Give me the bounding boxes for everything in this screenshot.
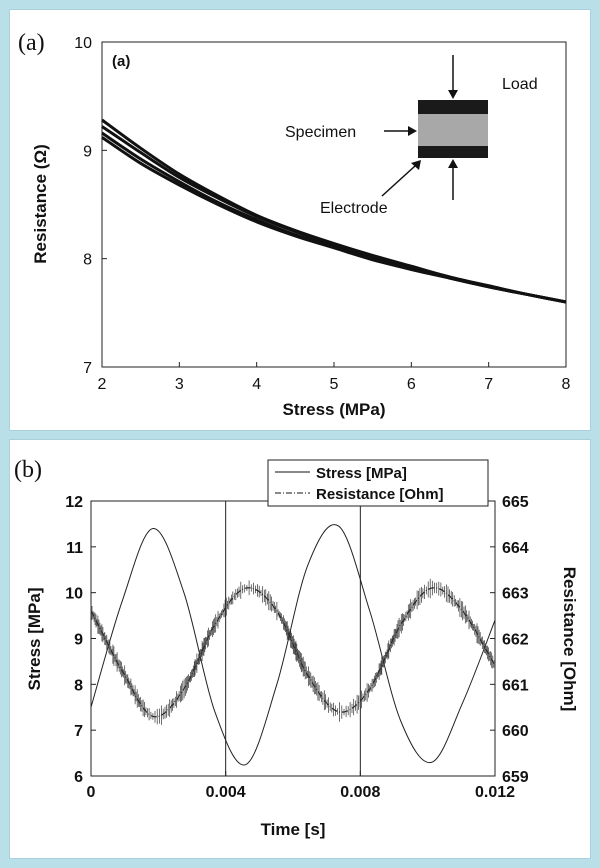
resistance-curve-3 [101, 131, 567, 304]
inset-label-load: Load [502, 76, 538, 93]
inset-label-electrode: Electrode [320, 200, 388, 217]
y2-tick-label-b: 660 [502, 723, 529, 740]
electrode-arrowhead [411, 160, 421, 170]
bottom-electrode [418, 146, 488, 158]
inset-diagram: Load Specimen Electrode [285, 55, 538, 217]
y2-tick-label-b: 665 [502, 494, 529, 511]
electrode-arrow [381, 165, 416, 197]
legend-label-stress: Stress [MPa] [316, 465, 407, 482]
chart-b: (b) 0 0.004 0.008 0.012 6 7 8 9 10 11 12 659 660 661 6… [14, 457, 579, 839]
x-tick-label-a: 5 [330, 376, 339, 393]
x-tick-label-a: 7 [484, 376, 493, 393]
y2-tick-label-b: 663 [502, 586, 529, 603]
panel-label-a: (a) [18, 30, 45, 56]
panel-label-b: (b) [14, 457, 42, 483]
top-electrode [418, 100, 488, 114]
x-tick-label-a: 8 [562, 376, 571, 393]
resistance-curve-4 [101, 136, 567, 304]
panel-a: (a) 2 3 4 5 6 7 8 7 8 9 10 (a) Load Specimen Elect… [10, 10, 590, 430]
stress-line [90, 524, 496, 766]
load-arrowhead-top [448, 90, 458, 99]
y-tick-label-a: 10 [74, 35, 92, 52]
x-tick-label-b: 0.004 [206, 784, 246, 801]
y-axis-label-a: Resistance (Ω) [31, 144, 50, 263]
x-tick-label-a: 4 [252, 376, 261, 393]
y2-tick-label-b: 664 [502, 540, 529, 557]
x-tick-label-a: 3 [175, 376, 184, 393]
y-tick-label-b: 7 [74, 723, 83, 740]
specimen-arrowhead [408, 126, 417, 136]
y-tick-label-b: 11 [66, 540, 83, 557]
x-axis-label-b: Time [s] [261, 820, 326, 839]
y-tick-label-a: 9 [83, 143, 92, 160]
y-tick-label-b: 9 [74, 632, 83, 649]
y-tick-label-b: 8 [74, 677, 83, 694]
y2-tick-label-b: 662 [502, 632, 529, 649]
y-tick-label-b: 6 [74, 769, 83, 786]
y2-tick-label-b: 659 [502, 769, 529, 786]
y-tick-label-a: 8 [83, 252, 92, 269]
y-tick-label-b: 12 [65, 494, 83, 511]
x-tick-label-b: 0.012 [475, 784, 515, 801]
load-arrowhead-bottom [448, 159, 458, 168]
legend-box [267, 459, 489, 507]
specimen-block [418, 114, 488, 146]
x-tick-label-b: 0 [87, 784, 96, 801]
x-tick-label-a: 2 [98, 376, 107, 393]
y-axis-label-b: Stress [MPa] [25, 588, 44, 691]
x-tick-label-a: 6 [407, 376, 416, 393]
x-axis-label-a: Stress (MPa) [283, 400, 386, 419]
resistance-noise-band [90, 578, 496, 725]
plot-frame-a [101, 41, 567, 368]
y-tick-label-a: 7 [83, 360, 92, 377]
y2-axis-label-b: Resistance [Ohm] [560, 567, 579, 712]
x-tick-label-b: 0.008 [340, 784, 380, 801]
y-tick-label-b: 10 [65, 586, 83, 603]
chart-a: (a) 2 3 4 5 6 7 8 7 8 9 10 (a) Load Specimen Elect… [18, 30, 571, 419]
inner-label-a: (a) [112, 53, 130, 70]
inset-label-specimen: Specimen [285, 124, 356, 141]
legend-b: Stress [MPa] Resistance [Ohm] [267, 459, 489, 507]
y2-tick-label-b: 661 [502, 677, 529, 694]
legend-label-resistance: Resistance [Ohm] [316, 486, 444, 503]
panel-b: (b) 0 0.004 0.008 0.012 6 7 8 9 10 11 12 659 660 661 6… [10, 440, 590, 858]
